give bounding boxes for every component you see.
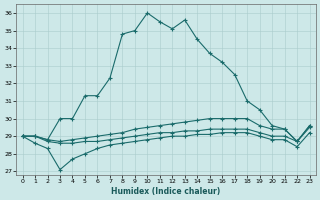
X-axis label: Humidex (Indice chaleur): Humidex (Indice chaleur) bbox=[111, 187, 221, 196]
